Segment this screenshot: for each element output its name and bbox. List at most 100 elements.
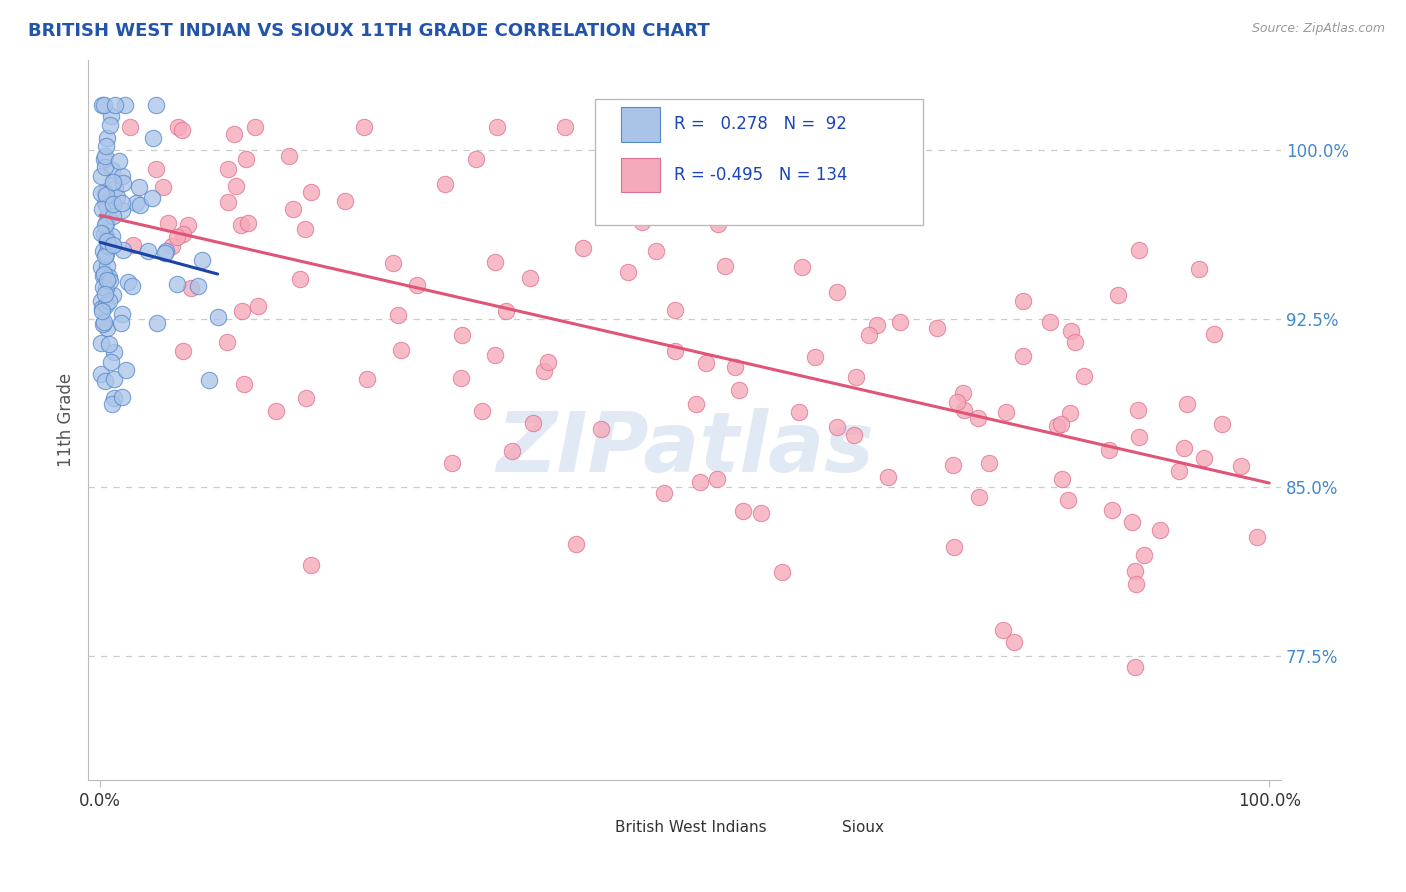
- Point: [108, 153, 131, 168]
- Point: [101, 209, 124, 223]
- Point: [94, 247, 117, 261]
- Point: [145, 161, 167, 176]
- Point: [97, 239, 120, 253]
- Point: [103, 391, 125, 405]
- Point: [1063, 334, 1085, 349]
- Point: [1173, 441, 1195, 455]
- Point: [1107, 288, 1129, 302]
- Point: [90, 294, 112, 309]
- Point: [111, 390, 134, 404]
- Point: [96, 320, 118, 334]
- Point: [1211, 417, 1233, 431]
- Point: [110, 316, 132, 330]
- Point: [101, 175, 124, 189]
- Point: [266, 404, 288, 418]
- Point: [391, 343, 413, 357]
- Point: [231, 303, 253, 318]
- Point: [96, 272, 118, 286]
- Bar: [810, 814, 837, 840]
- Point: [136, 244, 159, 259]
- Point: [1192, 450, 1215, 465]
- Point: [485, 120, 508, 135]
- Point: [790, 260, 813, 274]
- Point: [749, 506, 772, 520]
- Point: [277, 149, 299, 163]
- Point: [90, 169, 112, 184]
- Point: [97, 270, 120, 285]
- Point: [111, 307, 134, 321]
- Point: [387, 308, 409, 322]
- Point: [994, 405, 1017, 419]
- Point: [724, 360, 747, 375]
- Point: [94, 249, 117, 263]
- Bar: [583, 814, 610, 840]
- Point: [631, 215, 654, 229]
- Point: [224, 127, 246, 141]
- Point: [1202, 326, 1225, 341]
- Point: [111, 202, 134, 217]
- Point: [217, 162, 239, 177]
- Point: [96, 234, 118, 248]
- Point: [572, 241, 595, 255]
- Point: [1128, 243, 1150, 257]
- Point: [101, 228, 124, 243]
- Point: [537, 355, 560, 369]
- Text: ZIPatlas: ZIPatlas: [496, 409, 873, 489]
- Point: [100, 110, 122, 124]
- Point: [1177, 397, 1199, 411]
- Point: [122, 237, 145, 252]
- Point: [111, 169, 134, 184]
- Point: [91, 301, 114, 315]
- Point: [866, 318, 889, 332]
- Point: [90, 226, 112, 240]
- Point: [967, 411, 990, 425]
- Point: [215, 334, 238, 349]
- Point: [100, 397, 122, 411]
- Point: [664, 344, 686, 359]
- Point: [98, 336, 121, 351]
- Point: [744, 174, 766, 188]
- Point: [128, 180, 150, 194]
- Point: [235, 152, 257, 166]
- Point: [93, 152, 115, 166]
- Point: [789, 405, 811, 419]
- Point: [554, 120, 576, 135]
- Point: [827, 420, 849, 434]
- Point: [652, 485, 675, 500]
- Point: [91, 268, 114, 283]
- Point: [96, 281, 118, 295]
- Point: [101, 163, 124, 178]
- Text: BRITISH WEST INDIAN VS SIOUX 11TH GRADE CORRELATION CHART: BRITISH WEST INDIAN VS SIOUX 11TH GRADE …: [28, 22, 710, 40]
- Point: [889, 315, 911, 329]
- Point: [96, 259, 118, 273]
- Point: [945, 394, 967, 409]
- Point: [943, 540, 966, 554]
- Point: [299, 558, 322, 573]
- Point: [129, 198, 152, 212]
- Point: [533, 363, 555, 377]
- Point: [695, 356, 717, 370]
- Point: [93, 97, 115, 112]
- Point: [495, 303, 517, 318]
- Point: [90, 260, 112, 274]
- Point: [100, 119, 122, 133]
- Point: [101, 288, 124, 302]
- Point: [153, 245, 176, 260]
- Point: [100, 354, 122, 368]
- Point: [803, 350, 825, 364]
- Point: [1149, 524, 1171, 538]
- Point: [685, 397, 707, 411]
- Point: [728, 383, 751, 397]
- Point: [440, 456, 463, 470]
- Point: [118, 120, 141, 135]
- Point: [93, 195, 115, 210]
- Point: [91, 317, 114, 331]
- Text: British West Indians: British West Indians: [616, 820, 768, 835]
- Point: [90, 367, 112, 381]
- Point: [353, 120, 375, 135]
- Point: [706, 472, 728, 486]
- Point: [94, 218, 117, 232]
- Point: [1057, 493, 1080, 508]
- Point: [927, 321, 949, 335]
- Point: [104, 181, 127, 195]
